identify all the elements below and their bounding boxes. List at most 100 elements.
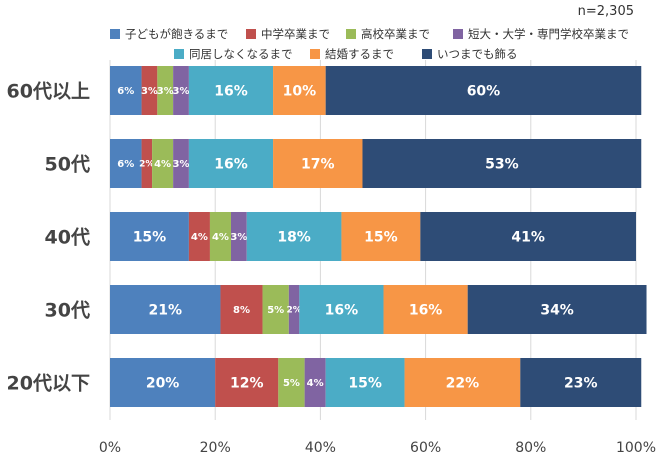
data-label: 18% [277,230,311,246]
data-label: 3% [173,86,190,97]
bar-segment [173,139,189,188]
legend-swatch [422,49,432,59]
data-label: 4% [154,159,171,170]
legend-label: いつまでも飾る [437,47,518,61]
bar-segment [230,212,247,261]
y-category-label: 50代 [45,154,90,176]
x-tick-label: 20% [200,440,231,456]
legend-item: 短大・大学・専門学校卒業まで [453,26,629,42]
data-label: 17% [301,157,335,173]
bar-segment [209,212,231,261]
legend-item: 高校卒業まで [346,26,430,42]
data-label: 60% [467,84,501,100]
legend-label: 結婚するまで [325,47,394,61]
bar-segment [110,139,142,188]
data-label: 21% [148,303,182,319]
data-label: 5% [283,378,300,389]
x-tick-label: 40% [305,440,336,456]
y-category-label: 20代以下 [7,373,90,395]
bar-segment [273,139,363,188]
bar-segment [278,358,305,407]
bar-segment [341,212,421,261]
bar-segment [173,66,189,115]
legend-label: 同居しなくなるまで [189,47,293,61]
y-category-label: 60代以上 [7,81,90,103]
bar-segment [325,358,405,407]
data-label: 10% [283,84,317,100]
y-category-label: 30代 [45,300,90,322]
data-label: 5% [267,305,284,316]
x-tick-label: 60% [410,440,441,456]
bar-segment [188,212,210,261]
data-label: 12% [230,376,264,392]
bar-segment [383,285,468,334]
legend-swatch [110,29,120,39]
data-label: 15% [364,230,398,246]
x-tick-label: 100% [616,440,656,456]
data-label: 16% [214,84,248,100]
bar-segment [325,66,642,115]
bar-segment [110,358,216,407]
bar-segment [404,358,521,407]
legend-item: 結婚するまで [310,46,394,62]
bar-segment [304,358,326,407]
data-label: 15% [348,376,382,392]
bar-segment [110,66,142,115]
legend-label: 高校卒業まで [361,27,430,41]
bar-segment [215,358,279,407]
bar-segment [288,285,300,334]
sample-size-label: n=2,305 [577,4,634,19]
legend-item: 中学卒業まで [246,26,330,42]
data-label: 53% [485,157,519,173]
x-tick-label: 0% [99,440,121,456]
data-label: 23% [564,376,598,392]
data-label: 2% [139,160,154,170]
legend-swatch [346,29,356,39]
data-label: 3% [157,86,174,97]
data-label: 2% [286,306,301,316]
legend-swatch [174,49,184,59]
data-label: 4% [307,378,324,389]
bar-segment [157,66,174,115]
x-tick-label: 80% [515,440,546,456]
legend-item: いつまでも飾る [422,46,518,62]
y-category-label: 40代 [45,227,90,249]
chart-legend: 子どもが飽きるまで 中学卒業まで 高校卒業まで 短大・大学・専門学校卒業まで同居しなく… [0,26,672,66]
bar-segment [420,212,636,261]
bar-segment [273,66,326,115]
data-label: 34% [540,303,574,319]
bar-segment [362,139,642,188]
bar-segment [188,139,274,188]
data-label: 4% [191,232,208,243]
data-label: 41% [511,230,545,246]
data-label: 16% [409,303,443,319]
data-label: 3% [173,159,190,170]
legend-item: 同居しなくなるまで [174,46,293,62]
data-label: 16% [214,157,248,173]
bar-segment [141,139,153,188]
bar-segment [152,139,174,188]
data-label: 6% [117,86,134,97]
data-label: 3% [141,86,158,97]
legend-label: 中学卒業まで [261,27,330,41]
bar-segment [299,285,384,334]
data-label: 15% [133,230,167,246]
legend-swatch [246,29,256,39]
bar-segment [188,66,274,115]
data-label: 6% [117,159,134,170]
bar-segment [467,285,647,334]
data-label: 4% [212,232,229,243]
legend-label: 短大・大学・専門学校卒業まで [468,27,629,41]
data-label: 16% [325,303,359,319]
bar-segment [141,66,158,115]
legend-item: 子どもが飽きるまで [110,26,228,42]
bar-segment [110,212,189,261]
bar-segment [262,285,289,334]
data-label: 22% [446,376,480,392]
legend-swatch [453,29,463,39]
data-label: 8% [233,305,250,316]
bar-segment [110,285,221,334]
legend-swatch [310,49,320,59]
bar-segment [520,358,642,407]
